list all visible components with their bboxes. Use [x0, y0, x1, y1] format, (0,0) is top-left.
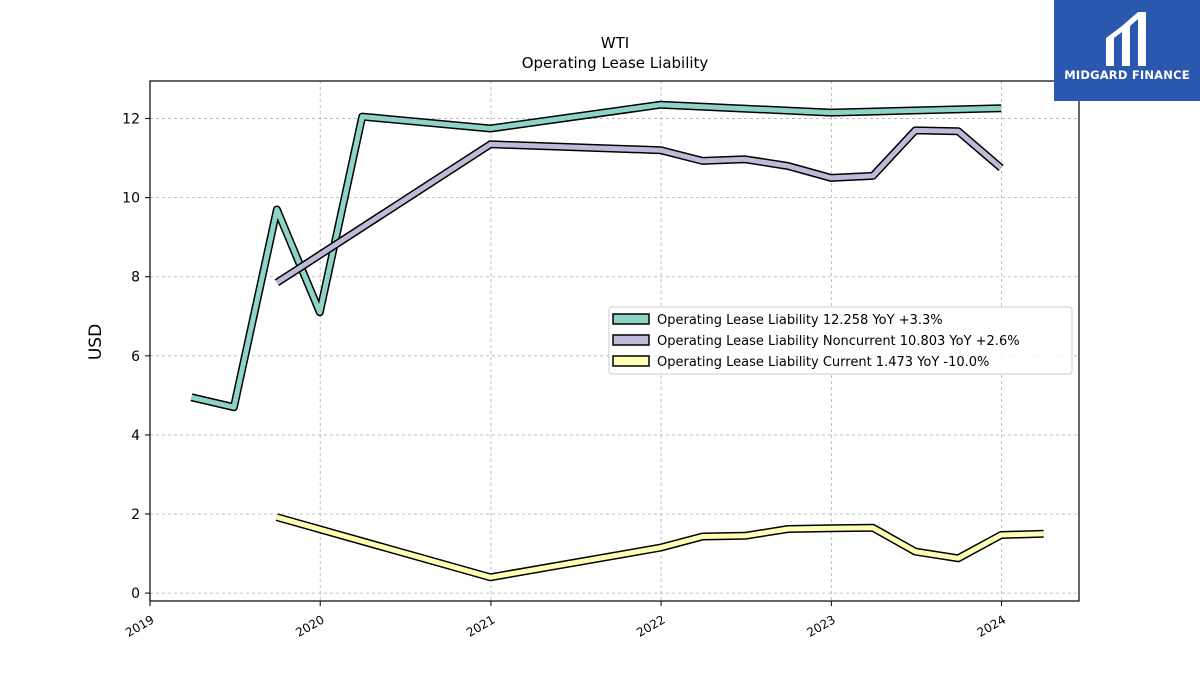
series-line: [190, 102, 1002, 410]
x-tick-label: 2023: [804, 612, 837, 639]
x-axis: 2019 2020 2021 2022 2023 2024: [123, 601, 1008, 640]
legend-swatch: [612, 355, 650, 367]
legend-swatch: [612, 334, 650, 346]
chart-title: WTI: [601, 34, 629, 52]
legend-swatch: [612, 313, 650, 325]
y-tick-label: 4: [131, 428, 140, 444]
series-line: [276, 514, 1044, 580]
series-line: [275, 127, 1003, 285]
midgard-m-icon: [1106, 12, 1146, 66]
y-tick-label: 8: [131, 270, 140, 286]
x-tick-label: 2019: [123, 612, 156, 639]
legend-label: Operating Lease Liability Current 1.473 …: [657, 355, 989, 370]
legend-label: Operating Lease Liability Noncurrent 10.…: [657, 334, 1020, 349]
brand-name: MIDGARD FINANCE: [1064, 68, 1190, 82]
legend-label: Operating Lease Liability 12.258 YoY +3.…: [657, 313, 943, 328]
brand-logo: MIDGARD FINANCE: [1054, 0, 1200, 101]
chart-subtitle: Operating Lease Liability: [522, 54, 709, 72]
legend: Operating Lease Liability 12.258 YoY +3.…: [608, 306, 1073, 375]
series-lines: [190, 100, 1044, 582]
x-tick-label: 2020: [293, 612, 326, 639]
y-tick-label: 6: [131, 349, 140, 365]
x-tick-label: 2022: [634, 612, 667, 639]
y-axis: 0 2 4 6 8 10 12: [122, 112, 150, 602]
y-axis-label: USD: [86, 324, 106, 360]
plot-frame: [149, 80, 1080, 602]
y-tick-label: 2: [131, 507, 140, 523]
y-tick-label: 0: [131, 586, 140, 602]
y-tick-label: 12: [122, 112, 140, 128]
legend-box: [608, 306, 1073, 375]
x-tick-label: 2021: [464, 612, 497, 639]
y-tick-label: 10: [122, 191, 140, 207]
x-tick-label: 2024: [975, 612, 1008, 639]
